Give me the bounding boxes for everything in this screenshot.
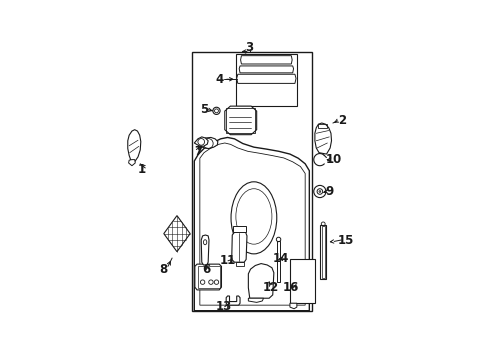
Polygon shape	[226, 296, 240, 305]
Polygon shape	[128, 130, 141, 164]
Bar	[320, 225, 326, 279]
Text: 3: 3	[245, 41, 254, 54]
Text: 5: 5	[200, 103, 208, 116]
Text: 10: 10	[326, 153, 343, 166]
Polygon shape	[198, 138, 218, 149]
Bar	[290, 260, 316, 303]
Text: 4: 4	[215, 73, 223, 86]
Polygon shape	[128, 159, 135, 166]
Text: 6: 6	[203, 262, 211, 276]
Text: 13: 13	[215, 300, 232, 313]
Polygon shape	[232, 231, 247, 262]
Polygon shape	[290, 303, 297, 309]
Text: 9: 9	[325, 185, 333, 198]
Polygon shape	[195, 137, 208, 146]
Text: 12: 12	[263, 281, 279, 294]
Text: 7: 7	[195, 145, 202, 158]
Circle shape	[319, 191, 320, 192]
Polygon shape	[248, 298, 264, 302]
Bar	[233, 226, 246, 232]
Ellipse shape	[203, 240, 207, 245]
Bar	[192, 51, 312, 311]
Text: 15: 15	[338, 234, 354, 247]
Polygon shape	[195, 138, 309, 311]
Bar	[226, 108, 255, 133]
Bar	[198, 266, 220, 288]
Bar	[236, 262, 244, 266]
Text: 8: 8	[160, 262, 168, 276]
Bar	[318, 124, 327, 128]
Bar	[321, 226, 325, 278]
Polygon shape	[241, 56, 292, 64]
Polygon shape	[201, 235, 209, 265]
Text: 16: 16	[283, 281, 299, 294]
Polygon shape	[195, 264, 221, 290]
Polygon shape	[315, 123, 332, 154]
Polygon shape	[248, 264, 274, 298]
Bar	[277, 240, 280, 282]
Text: 11: 11	[220, 254, 236, 267]
Polygon shape	[239, 66, 294, 73]
Text: 14: 14	[273, 252, 289, 265]
Text: 2: 2	[338, 114, 346, 127]
Polygon shape	[225, 106, 257, 135]
Polygon shape	[237, 74, 296, 84]
Text: 1: 1	[138, 163, 146, 176]
Bar	[236, 54, 297, 105]
